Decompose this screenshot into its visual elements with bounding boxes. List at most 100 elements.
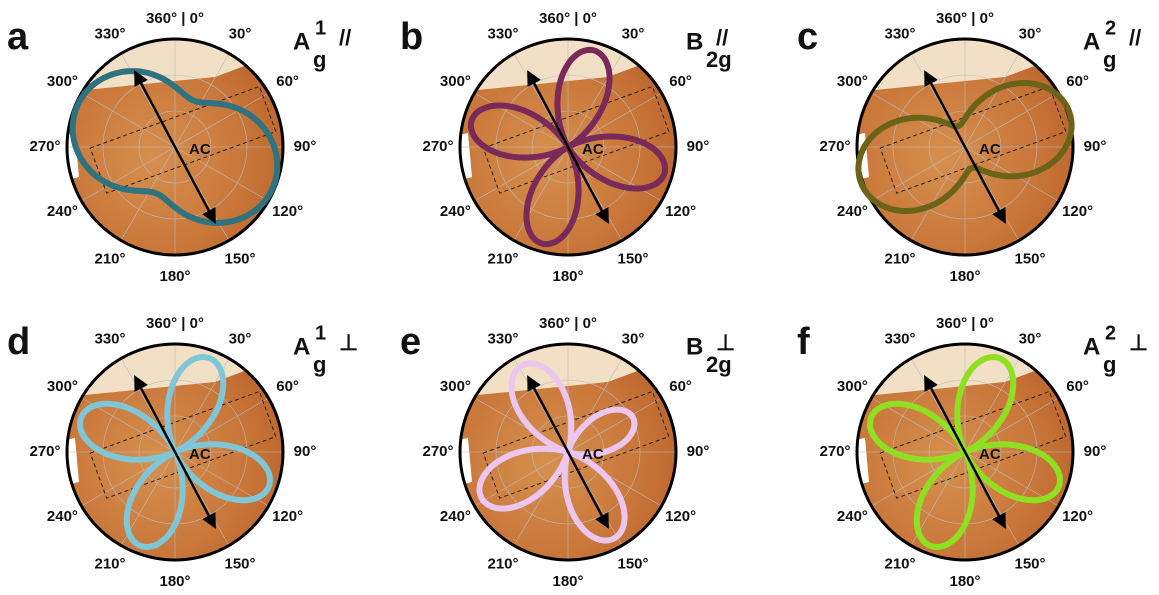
angle-label: 180° bbox=[552, 573, 583, 590]
angle-label: 270° bbox=[29, 138, 60, 155]
mode-polarization: // bbox=[339, 25, 351, 50]
angle-label: 330° bbox=[487, 330, 518, 347]
angle-label: 90° bbox=[687, 138, 710, 155]
ac-label: AC bbox=[979, 141, 1001, 158]
mode-sub: g bbox=[1103, 47, 1116, 72]
angle-label: 150° bbox=[224, 556, 255, 573]
panel-letter: d bbox=[7, 321, 30, 363]
ac-label: AC bbox=[189, 446, 211, 463]
angle-label: 270° bbox=[29, 443, 60, 460]
angle-label: 300° bbox=[440, 378, 471, 395]
angle-label: 90° bbox=[294, 443, 317, 460]
angle-label: 60° bbox=[1066, 378, 1089, 395]
angle-label: 240° bbox=[837, 203, 868, 220]
angle-label: 180° bbox=[949, 268, 980, 285]
angle-label: 330° bbox=[884, 25, 915, 42]
angle-label: 300° bbox=[47, 378, 78, 395]
angle-label: 150° bbox=[224, 251, 255, 268]
mode-sup: 2 bbox=[1105, 322, 1116, 344]
ac-arrow bbox=[527, 375, 609, 529]
angle-label: 120° bbox=[665, 508, 696, 525]
angle-label: 150° bbox=[1014, 556, 1045, 573]
ac-arrow bbox=[134, 375, 216, 529]
panel: AC 360° | 0° 30° 60° 90° 120° 150° 180° 210° 240°… bbox=[400, 315, 735, 590]
angle-label: 270° bbox=[422, 443, 453, 460]
angle-label: 360° | 0° bbox=[936, 315, 994, 332]
angle-label: 240° bbox=[440, 203, 471, 220]
mode-polarization: ⊥ bbox=[339, 330, 358, 355]
edge-region bbox=[460, 133, 472, 183]
polar-frame bbox=[65, 37, 285, 257]
edge-region bbox=[460, 438, 472, 488]
polar-frame bbox=[65, 342, 285, 562]
angle-label: 180° bbox=[949, 573, 980, 590]
angle-label: 360° | 0° bbox=[936, 10, 994, 27]
mode-sub: g bbox=[1103, 352, 1116, 377]
mode-sub: 2g bbox=[706, 352, 732, 377]
angle-label: 240° bbox=[837, 508, 868, 525]
angle-label: 210° bbox=[94, 251, 125, 268]
panel-letter: c bbox=[797, 16, 818, 58]
polar-frame bbox=[855, 342, 1075, 562]
mode-sub: g bbox=[313, 352, 326, 377]
mode-polarization: ⊥ bbox=[716, 330, 735, 355]
angle-label: 270° bbox=[819, 138, 850, 155]
angle-label: 120° bbox=[665, 203, 696, 220]
angle-label: 300° bbox=[440, 73, 471, 90]
ac-arrow bbox=[924, 70, 1006, 224]
angle-label: 360° | 0° bbox=[146, 10, 204, 27]
background bbox=[857, 39, 1073, 255]
panel-letter: a bbox=[7, 16, 29, 58]
mode-polarization: // bbox=[1129, 25, 1141, 50]
panel: AC 360° | 0° 30° 60° 90° 120° 150° 180° 210° 240°… bbox=[7, 315, 358, 590]
angle-label: 60° bbox=[276, 378, 299, 395]
ac-arrow bbox=[924, 375, 1006, 529]
mode-main: A bbox=[1083, 333, 1100, 360]
angle-label: 270° bbox=[819, 443, 850, 460]
angle-label: 240° bbox=[440, 508, 471, 525]
mode-main: B bbox=[686, 333, 703, 360]
mode-sub: g bbox=[313, 47, 326, 72]
angle-label: 120° bbox=[1062, 508, 1093, 525]
angle-label: 300° bbox=[47, 73, 78, 90]
mode-main: A bbox=[293, 333, 310, 360]
angle-label: 60° bbox=[669, 73, 692, 90]
angle-label: 210° bbox=[884, 251, 915, 268]
angle-label: 210° bbox=[487, 251, 518, 268]
panel-letter: f bbox=[797, 321, 810, 363]
ac-label: AC bbox=[979, 446, 1001, 463]
angle-label: 60° bbox=[669, 378, 692, 395]
angle-label: 210° bbox=[94, 556, 125, 573]
polar-frame bbox=[458, 342, 678, 562]
angle-label: 210° bbox=[487, 556, 518, 573]
angle-label: 180° bbox=[159, 573, 190, 590]
angle-label: 60° bbox=[1066, 73, 1089, 90]
angle-label: 360° | 0° bbox=[539, 10, 597, 27]
edge-region bbox=[857, 438, 869, 488]
angle-label: 360° | 0° bbox=[146, 315, 204, 332]
angle-label: 180° bbox=[159, 268, 190, 285]
angle-label: 60° bbox=[276, 73, 299, 90]
angle-label: 30° bbox=[622, 330, 645, 347]
ac-label: AC bbox=[582, 141, 604, 158]
angle-label: 240° bbox=[47, 508, 78, 525]
ac-label: AC bbox=[582, 446, 604, 463]
angle-label: 30° bbox=[1019, 25, 1042, 42]
mode-sup: 1 bbox=[315, 17, 326, 39]
angle-label: 90° bbox=[294, 138, 317, 155]
panel: AC 360° | 0° 30° 60° 90° 120° 150° 180° 210° 240°… bbox=[797, 315, 1148, 590]
angle-label: 150° bbox=[617, 251, 648, 268]
angle-label: 180° bbox=[552, 268, 583, 285]
angle-label: 120° bbox=[272, 203, 303, 220]
angle-label: 210° bbox=[884, 556, 915, 573]
panel: AC 360° | 0° 30° 60° 90° 120° 150° 180° 210° 240°… bbox=[7, 10, 351, 285]
angle-label: 90° bbox=[1084, 443, 1107, 460]
angle-label: 150° bbox=[617, 556, 648, 573]
mode-sup: 2 bbox=[1105, 17, 1116, 39]
angle-label: 300° bbox=[837, 378, 868, 395]
angle-label: 240° bbox=[47, 203, 78, 220]
panel: AC 360° | 0° 30° 60° 90° 120° 150° 180° 210° 240°… bbox=[797, 10, 1141, 285]
ac-label: AC bbox=[189, 141, 211, 158]
angle-label: 90° bbox=[1084, 138, 1107, 155]
